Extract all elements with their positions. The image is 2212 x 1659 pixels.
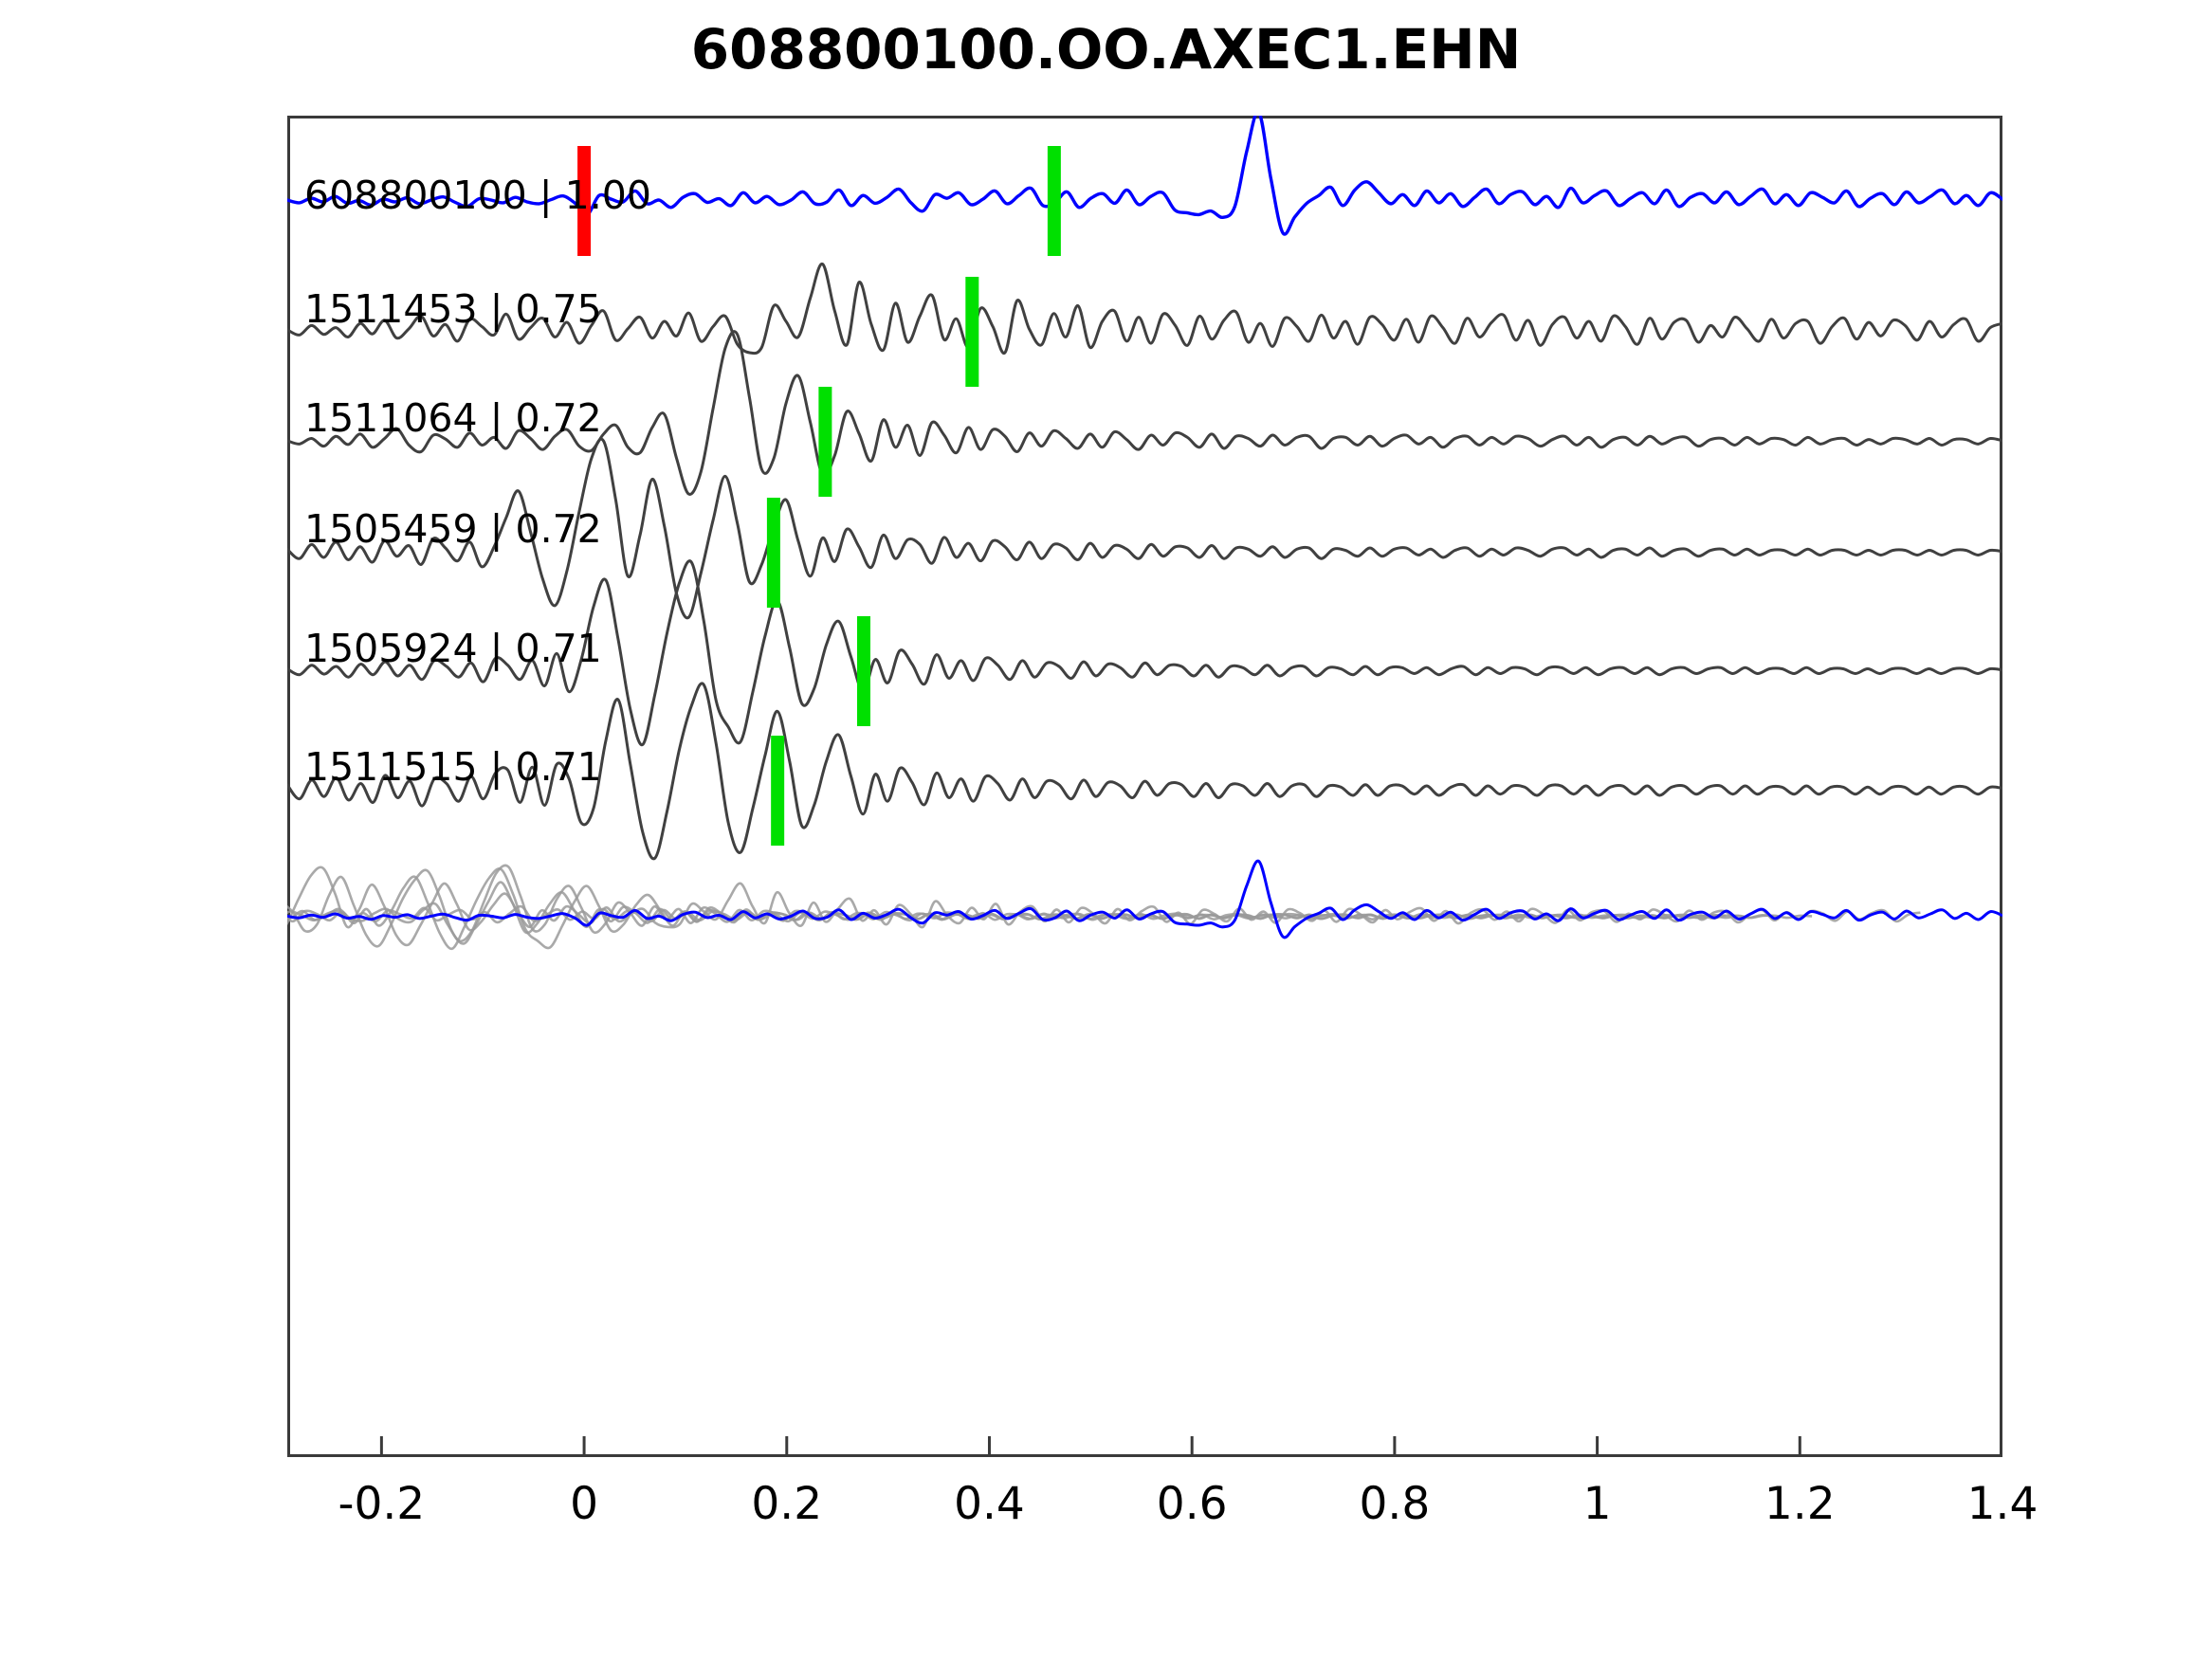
x-tick-label: -0.2 <box>338 1478 426 1530</box>
waveform-trace <box>287 116 2002 236</box>
overlay-stack-trace <box>287 866 1723 947</box>
trace-label: 1505924 | 0.71 <box>304 626 602 671</box>
trace-label: 1511453 | 0.75 <box>304 286 602 332</box>
s-pick-marker <box>818 387 832 497</box>
x-tick-label: 1 <box>1582 1478 1612 1530</box>
trace-label: 1505459 | 0.72 <box>304 506 602 552</box>
waveform-canvas <box>287 116 2002 1456</box>
overlay-stack-trace <box>287 864 1774 943</box>
x-tick-label: 0.6 <box>1156 1478 1228 1530</box>
x-tick-label: 0 <box>570 1478 599 1530</box>
x-tick-label: 1.2 <box>1764 1478 1836 1530</box>
x-tick-label: 0.8 <box>1359 1478 1431 1530</box>
trace-label: 608800100 | 1.00 <box>304 173 651 218</box>
trace-label: 1511064 | 0.72 <box>304 395 602 441</box>
x-tick-label: 1.4 <box>1966 1478 2038 1530</box>
p-pick-marker <box>577 146 592 256</box>
plot-area: 608800100 | 1.00 1511453 | 0.75 1511064 | … <box>287 116 2002 1457</box>
s-pick-marker <box>771 736 785 846</box>
waveform-trace <box>287 437 2002 620</box>
x-axis-tick-labels: -0.2 0 0.2 0.4 0.6 0.8 1 1.2 1.4 <box>287 1457 2038 1542</box>
s-pick-marker <box>856 616 870 726</box>
waveform-trace <box>287 559 2002 747</box>
overlay-stack-trace <box>287 882 1921 929</box>
waveform-trace <box>287 330 2002 496</box>
s-pick-marker <box>766 498 780 608</box>
x-tick-label: 0.4 <box>954 1478 1025 1530</box>
waveform-trace <box>287 682 2002 861</box>
overlay-stack-trace <box>287 868 1727 948</box>
s-pick-marker <box>965 277 979 387</box>
trace-label: 1511515 | 0.71 <box>304 744 602 790</box>
waveform-trace <box>287 262 2002 356</box>
overlay-stack-trace <box>287 859 2002 939</box>
page-title: 608800100.OO.AXEC1.EHN <box>690 17 1522 82</box>
x-tick-label: 0.2 <box>751 1478 823 1530</box>
s-pick-marker <box>1047 146 1061 256</box>
